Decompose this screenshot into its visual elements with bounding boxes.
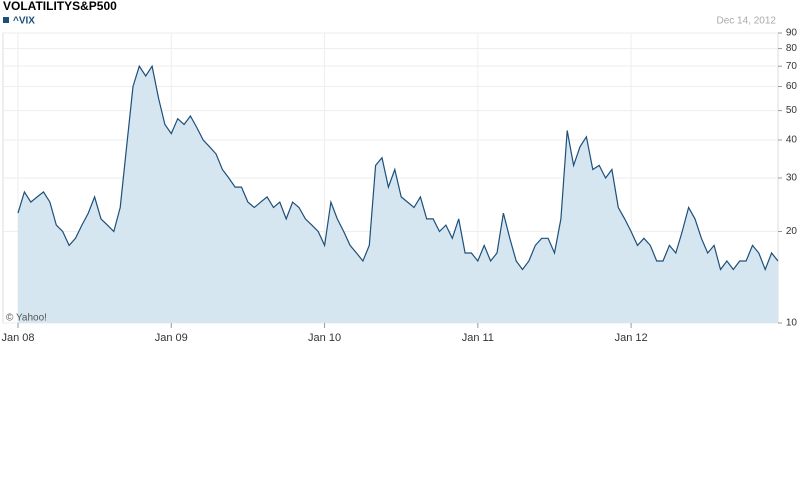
area <box>18 66 778 323</box>
y-tick-label: 70 <box>786 61 798 72</box>
credit: © Yahoo! <box>6 313 47 324</box>
y-tick-label: 50 <box>786 105 798 116</box>
date-label: Dec 14, 2012 <box>717 16 777 27</box>
line <box>17 64 779 272</box>
y-tick-label: 20 <box>786 226 798 237</box>
legend-label: ^VIX <box>13 16 35 27</box>
y-tick-label: 60 <box>786 81 798 92</box>
x-tick-label: Jan 12 <box>615 332 648 344</box>
y-tick-label: 80 <box>786 43 798 54</box>
x-tick-label: Jan 11 <box>462 332 494 344</box>
x-tick-label: Jan 08 <box>1 332 34 344</box>
y-tick-label: 40 <box>786 135 798 146</box>
x-tick-label: Jan 09 <box>155 332 188 344</box>
y-tick-label: 10 <box>786 318 798 329</box>
x-tick-label: Jan 10 <box>308 332 341 344</box>
plot: 10 20 30 40 50 60 70 80 90 Jan 08 Jan 09 Jan 10 Jan … <box>1 28 797 344</box>
y-tick-label: 30 <box>786 173 798 184</box>
legend-swatch <box>3 17 9 23</box>
y-tick-label: 90 <box>786 28 798 39</box>
chart-title: VOLATILITYS&P500 <box>3 0 117 13</box>
